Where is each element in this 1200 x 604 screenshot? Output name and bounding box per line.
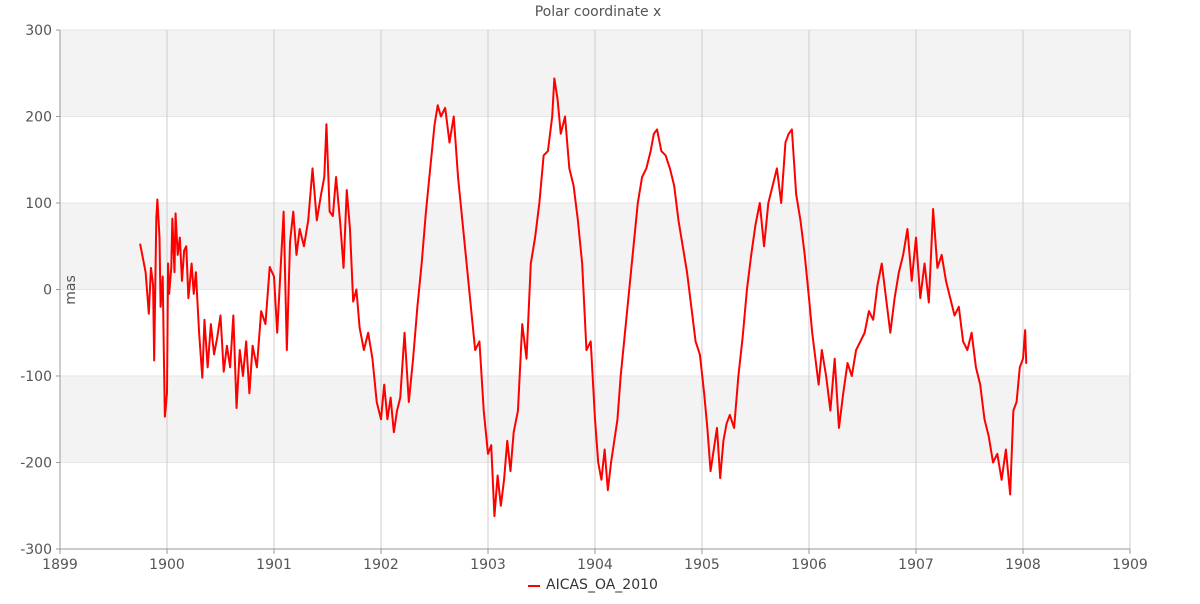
x-tick-label: 1900	[149, 557, 185, 573]
y-tick-label: -100	[20, 369, 52, 385]
y-tick-label: 0	[43, 283, 52, 299]
x-tick-label: 1902	[363, 557, 399, 573]
y-tick-label: -300	[20, 542, 52, 558]
chart-title: Polar coordinate x	[535, 4, 662, 20]
y-tick-label: 100	[25, 196, 52, 212]
series-line-aicas-oa-2010	[139, 77, 1028, 518]
x-tick-label: 1903	[470, 557, 506, 573]
x-tick-label: 1909	[1112, 557, 1148, 573]
axes	[56, 29, 1131, 554]
x-tick-label: 1901	[256, 557, 292, 573]
x-tick-label: 1905	[684, 557, 720, 573]
y-axis-title: mas	[63, 275, 79, 305]
tick-labels: -300 -200 -100 0 100 200 300 1899 1900 1901 1902 19…	[20, 23, 1148, 573]
x-tick-label: 1899	[42, 557, 78, 573]
legend[interactable]: AICAS_OA_2010	[528, 577, 658, 593]
x-tick-label: 1906	[791, 557, 827, 573]
x-tick-label: 1904	[577, 557, 613, 573]
series-layer	[139, 77, 1028, 518]
y-tick-label: -200	[20, 456, 52, 472]
x-tick-label: 1908	[1005, 557, 1041, 573]
legend-label-aicas-oa-2010[interactable]: AICAS_OA_2010	[546, 577, 658, 593]
x-tick-label: 1907	[898, 557, 934, 573]
y-tick-label: 200	[25, 110, 52, 126]
y-tick-label: 300	[25, 23, 52, 39]
